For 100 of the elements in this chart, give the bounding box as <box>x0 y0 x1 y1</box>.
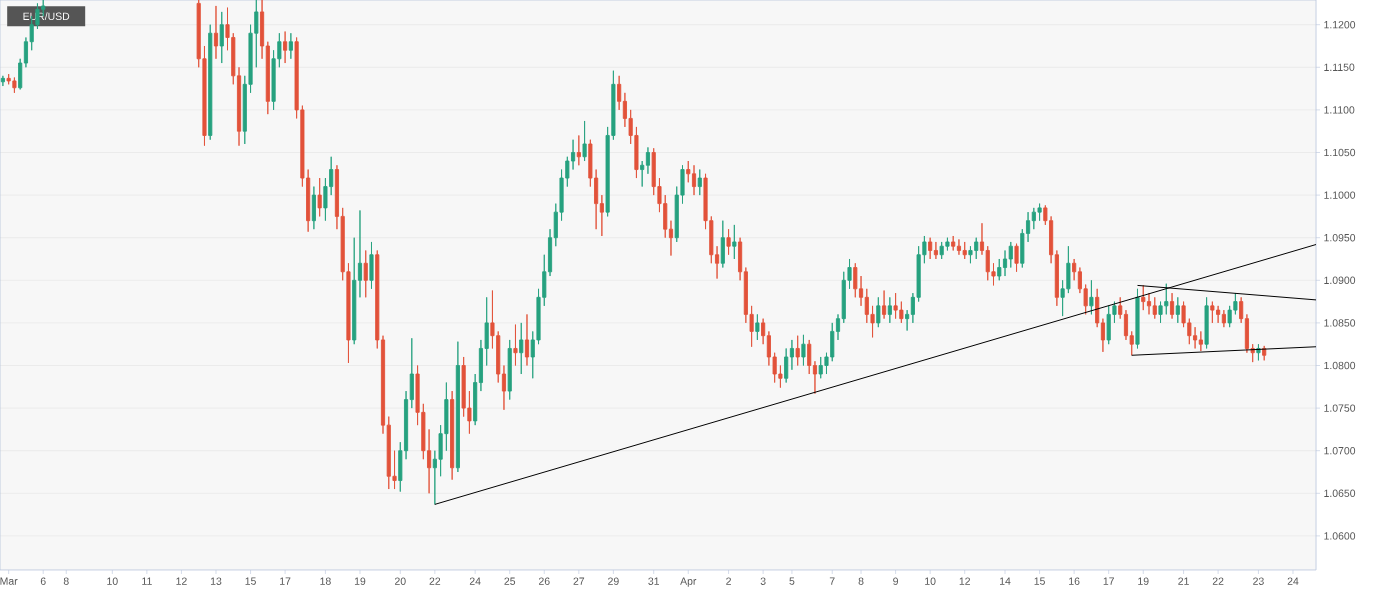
candlestick <box>801 334 806 366</box>
x-tick-label: 20 <box>395 577 406 585</box>
y-tick-label: 1.0750 <box>1324 404 1356 412</box>
x-tick-label: 17 <box>1103 577 1114 585</box>
x-tick-label: 14 <box>1000 577 1011 585</box>
y-tick-label: 1.0700 <box>1324 447 1356 455</box>
candlestick <box>1054 250 1059 307</box>
candlestick <box>357 209 363 298</box>
candlestick <box>1014 243 1019 273</box>
candlestick <box>1118 296 1123 320</box>
candlestick <box>363 250 368 298</box>
candlestick <box>1221 309 1226 328</box>
x-tick-label: 23 <box>1253 577 1264 585</box>
candlestick <box>317 177 322 217</box>
candlestick <box>697 169 702 196</box>
candlestick <box>576 135 581 166</box>
candlestick <box>208 24 213 141</box>
x-tick-label: 24 <box>1287 577 1299 585</box>
candlestick <box>1008 241 1013 268</box>
candlestick <box>645 146 651 175</box>
candlestick <box>352 237 357 345</box>
candlestick <box>795 335 800 366</box>
x-tick-label: 15 <box>245 577 256 585</box>
x-tick-label: 22 <box>429 577 441 585</box>
candlestick <box>1152 296 1157 320</box>
candlestick <box>288 32 293 60</box>
candlestick <box>951 235 956 251</box>
candlestick <box>369 241 374 290</box>
x-tick-label: 6 <box>40 577 46 585</box>
candlestick <box>219 11 224 64</box>
x-tick-label: 13 <box>210 577 222 585</box>
candlestick <box>519 322 524 375</box>
candlestick <box>260 0 265 60</box>
candlestick <box>599 194 604 237</box>
x-tick-label: 9 <box>893 577 898 585</box>
candlestick <box>732 224 737 260</box>
x-tick-label: 3 <box>760 577 766 585</box>
candlestick <box>1135 288 1140 349</box>
y-tick-label: 1.0850 <box>1324 319 1356 327</box>
candlestick <box>761 318 766 345</box>
candlestick <box>812 360 818 395</box>
candlestick <box>807 339 812 375</box>
x-tick-label: 5 <box>789 577 795 585</box>
candlestick <box>311 186 316 230</box>
y-tick-label: 1.0800 <box>1324 361 1356 370</box>
x-tick-label: 11 <box>142 577 152 585</box>
candlestick <box>755 313 760 341</box>
candlestick <box>738 237 743 281</box>
x-tick-label: 2 <box>726 577 731 585</box>
y-tick-label: 1.1150 <box>1324 63 1355 71</box>
x-tick-label: 19 <box>1138 577 1149 585</box>
x-tick-label: 29 <box>608 577 619 585</box>
candlestick <box>1100 318 1105 353</box>
candlestick <box>455 341 460 473</box>
y-tick-label: 1.1000 <box>1324 191 1356 199</box>
candlestick <box>640 160 645 188</box>
x-tick-label: 12 <box>176 577 187 585</box>
y-tick-label: 1.0600 <box>1324 532 1356 540</box>
candlestick <box>882 290 887 320</box>
x-tick-label: 27 <box>573 577 585 585</box>
candlestick <box>450 390 455 481</box>
candlestick <box>1095 288 1100 328</box>
x-tick-label: 31 <box>648 577 659 585</box>
candlestick <box>1169 292 1175 320</box>
y-tick-label: 1.0950 <box>1324 234 1356 242</box>
x-tick-label: 26 <box>538 577 550 585</box>
x-tick-label: 18 <box>320 577 331 585</box>
candlestick <box>726 228 731 256</box>
y-tick-label: 1.1200 <box>1324 21 1356 29</box>
candlestick <box>1089 279 1094 315</box>
y-tick-label: 1.1050 <box>1324 148 1356 157</box>
x-tick-label: 21 <box>1178 577 1189 585</box>
candlestick <box>18 58 23 90</box>
candlestick <box>1198 330 1203 352</box>
candlestick <box>1239 296 1244 324</box>
candlestick <box>513 324 518 366</box>
candlestick <box>524 313 530 366</box>
candlestick <box>668 220 674 257</box>
candlestick <box>887 296 892 324</box>
x-tick-label: 8 <box>858 577 864 585</box>
candlestick <box>507 339 512 401</box>
x-tick-label: 16 <box>1069 577 1080 585</box>
candlestick <box>582 120 587 162</box>
candlestick <box>876 296 881 328</box>
x-tick-label: Apr <box>680 577 697 587</box>
x-tick-label: 10 <box>107 577 118 585</box>
x-tick-label: 12 <box>959 577 970 585</box>
y-tick-label: 1.1100 <box>1324 106 1355 114</box>
candlestick <box>928 237 933 260</box>
candlestick <box>1204 296 1209 349</box>
x-tick-label: 10 <box>925 577 936 585</box>
candlestick <box>617 75 622 111</box>
x-tick-label: 8 <box>63 577 69 585</box>
candlestick <box>265 41 270 115</box>
x-tick-label: 24 <box>469 577 481 585</box>
x-tick-label: 7 <box>829 577 835 585</box>
candlestick <box>501 365 507 411</box>
candlestick <box>784 348 789 383</box>
y-tick-label: 1.0650 <box>1324 489 1356 498</box>
candlestick <box>213 5 219 60</box>
